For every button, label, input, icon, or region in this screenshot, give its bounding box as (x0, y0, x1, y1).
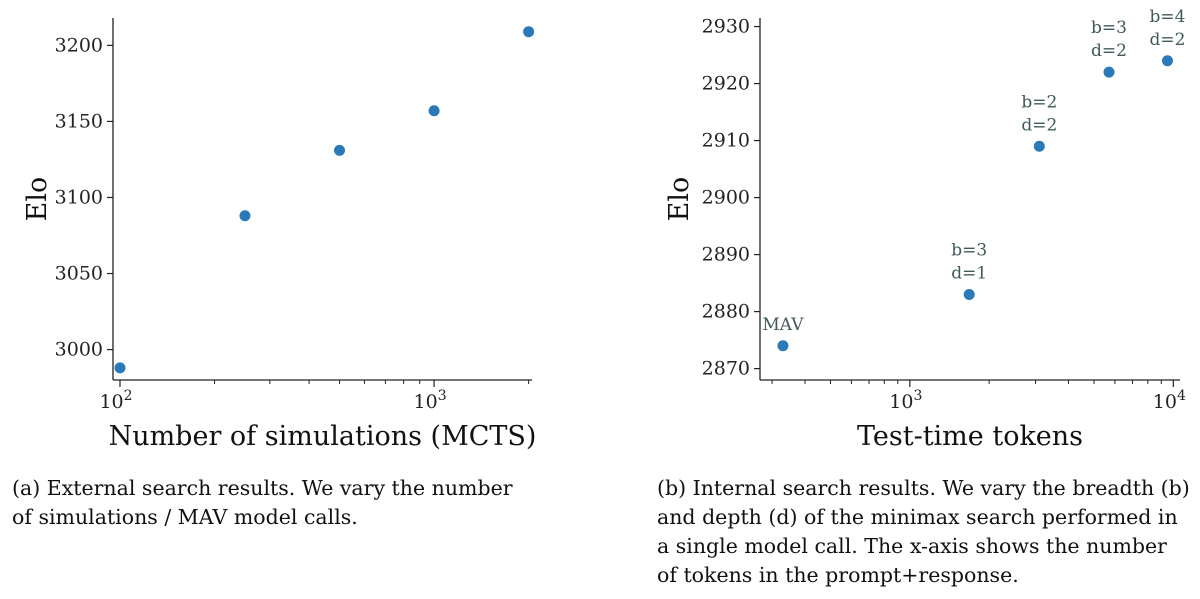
caption-line: of tokens in the prompt+response. (657, 563, 1019, 587)
caption-line: of simulations / MAV model calls. (12, 505, 358, 529)
y-tick-label: 3000 (55, 339, 103, 361)
x-tick-base: 10 (99, 391, 123, 413)
x-tick-exponent: 3 (913, 388, 922, 404)
x-tick-base: 10 (414, 391, 438, 413)
x-tick-label: 104 (1153, 388, 1186, 413)
data-point (1103, 66, 1115, 78)
point-annotation: b=3 (1091, 18, 1127, 38)
x-tick-label: 103 (414, 388, 447, 413)
y-tick-label: 3050 (55, 263, 103, 285)
caption-line: (b) Internal search results. We vary the… (657, 476, 1190, 500)
x-tick-base: 10 (889, 391, 913, 413)
point-annotation: d=2 (1149, 30, 1185, 50)
data-point (334, 144, 346, 156)
y-tick-label: 3150 (55, 110, 103, 132)
y-tick-label: 3200 (55, 34, 103, 56)
caption-line: and depth (d) of the minimax search perf… (657, 505, 1178, 529)
caption-b: (b) Internal search results. We vary the… (657, 474, 1197, 590)
x-tick-label: 102 (99, 388, 132, 413)
point-annotation: d=2 (1021, 115, 1057, 135)
y-axis-label: Elo (664, 177, 695, 222)
point-annotation: b=4 (1149, 7, 1185, 27)
x-axis-label: Test-time tokens (857, 421, 1083, 452)
y-tick-label: 2930 (702, 16, 750, 38)
point-annotation: b=3 (951, 240, 987, 260)
y-axis-label: Elo (22, 177, 53, 222)
y-tick-label: 2880 (702, 301, 750, 323)
data-point (1033, 140, 1045, 152)
caption-a: (a) External search results. We vary the… (12, 474, 572, 532)
data-point (523, 26, 535, 38)
data-point (777, 340, 789, 352)
x-tick-exponent: 4 (1177, 388, 1186, 404)
point-annotation: MAV (762, 315, 804, 335)
data-point (963, 288, 975, 300)
caption-line: (a) External search results. We vary the… (12, 476, 513, 500)
x-tick-label: 103 (889, 388, 922, 413)
x-axis-label: Number of simulations (MCTS) (109, 421, 537, 452)
x-tick-exponent: 2 (124, 388, 133, 404)
data-point (1161, 55, 1173, 67)
point-annotation: d=1 (951, 263, 987, 283)
point-annotation: d=2 (1091, 41, 1127, 61)
caption-line: a single model call. The x-axis shows th… (657, 534, 1167, 558)
data-point (114, 362, 126, 374)
x-tick-exponent: 3 (438, 388, 447, 404)
y-tick-label: 2920 (702, 73, 750, 95)
y-tick-label: 2910 (702, 130, 750, 152)
y-tick-label: 2890 (702, 244, 750, 266)
y-tick-label: 2870 (702, 358, 750, 380)
y-tick-label: 3100 (55, 186, 103, 208)
x-tick-base: 10 (1153, 391, 1177, 413)
point-annotation: b=2 (1021, 92, 1057, 112)
data-point (239, 210, 251, 222)
data-point (428, 105, 440, 117)
y-tick-label: 2900 (702, 187, 750, 209)
